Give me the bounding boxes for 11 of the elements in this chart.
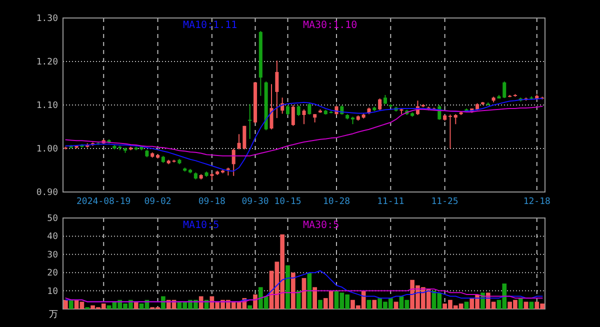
y-tick-label: 30 <box>47 250 58 260</box>
y-tick-label: 1.30 <box>36 14 58 24</box>
y-tick-label: 50 <box>47 214 58 224</box>
y-tick-label: 20 <box>47 268 58 279</box>
y-tick-label: 0.90 <box>36 188 58 198</box>
ylabel: 万 <box>49 310 58 320</box>
y-tick-label: 1.20 <box>36 58 58 68</box>
y-tick-label: 1.00 <box>36 144 58 154</box>
y-tick-label: 10 <box>47 286 58 297</box>
y-tick-label: 1.10 <box>36 101 58 111</box>
y-tick-label: 40 <box>47 232 58 242</box>
